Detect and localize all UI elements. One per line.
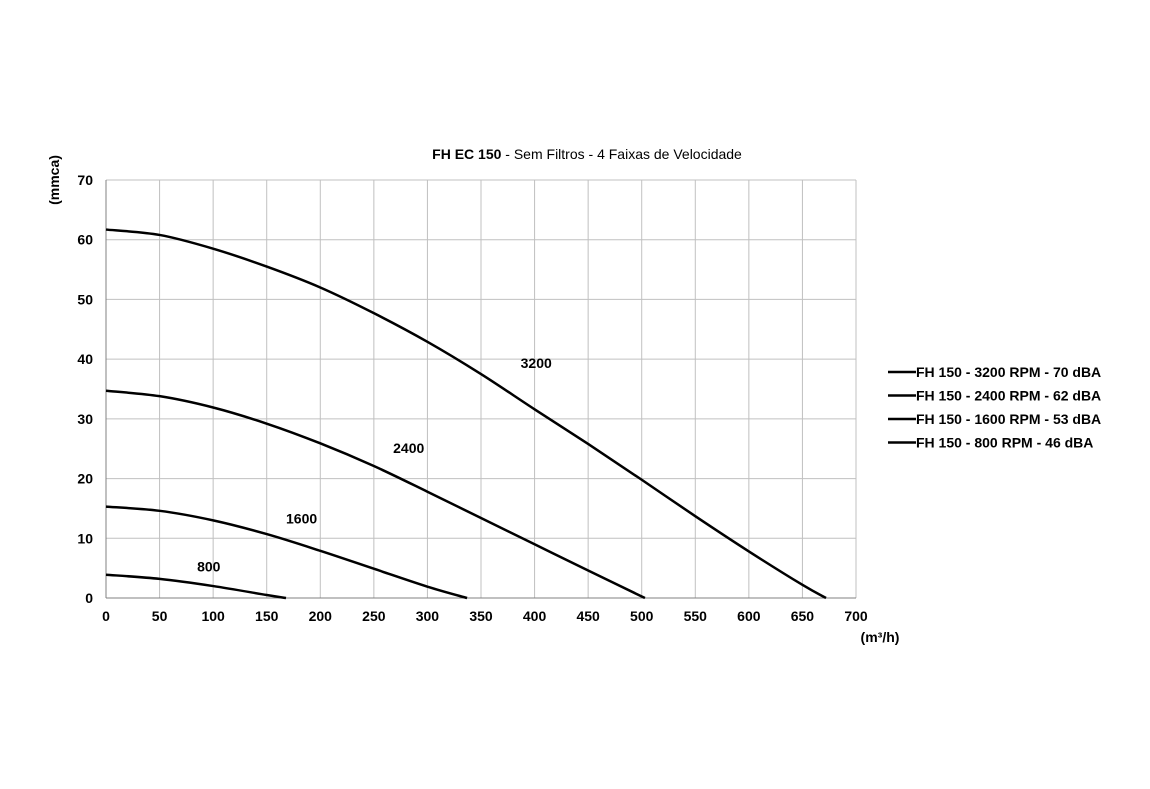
curve-label-2400: 2400 bbox=[393, 440, 424, 456]
x-axis-label: (m³/h) bbox=[861, 629, 900, 645]
x-tick-label: 150 bbox=[255, 608, 279, 624]
y-axis-label: (mmca) bbox=[46, 155, 62, 205]
chart-title-rest: - Sem Filtros - 4 Faixas de Velocidade bbox=[501, 146, 742, 162]
curve-labels: 3200 2400 1600 800 bbox=[197, 355, 552, 575]
x-tick-label: 0 bbox=[102, 608, 110, 624]
series-lines bbox=[105, 228, 827, 600]
tick-labels: 0 50 100 150 200 250 300 350 400 450 500 550 600 650 7… bbox=[77, 172, 867, 624]
legend-entry: FH 150 - 2400 RPM - 62 dBA bbox=[916, 388, 1101, 404]
series-line-1600 bbox=[105, 505, 468, 600]
y-tick-label: 10 bbox=[77, 530, 93, 546]
curve-label-1600: 1600 bbox=[286, 510, 317, 526]
grid bbox=[105, 179, 857, 599]
curve-label-3200: 3200 bbox=[521, 355, 552, 371]
x-tick-label: 650 bbox=[791, 608, 815, 624]
legend-entry: FH 150 - 3200 RPM - 70 dBA bbox=[916, 364, 1101, 380]
x-tick-label: 600 bbox=[737, 608, 761, 624]
y-tick-label: 0 bbox=[85, 590, 93, 606]
x-tick-label: 300 bbox=[416, 608, 440, 624]
y-tick-label: 30 bbox=[77, 411, 93, 427]
series-line-800 bbox=[105, 573, 287, 600]
series-line-3200 bbox=[105, 228, 827, 600]
x-tick-label: 550 bbox=[684, 608, 708, 624]
y-tick-label: 40 bbox=[77, 351, 93, 367]
chart-title-bold: FH EC 150 bbox=[432, 146, 501, 162]
chart-title: FH EC 150 - Sem Filtros - 4 Faixas de Ve… bbox=[432, 146, 742, 162]
x-tick-label: 350 bbox=[469, 608, 493, 624]
legend-entry: FH 150 - 800 RPM - 46 dBA bbox=[916, 435, 1093, 451]
x-tick-label: 200 bbox=[309, 608, 333, 624]
x-tick-label: 100 bbox=[201, 608, 225, 624]
x-tick-label: 700 bbox=[844, 608, 868, 624]
y-tick-label: 70 bbox=[77, 172, 93, 188]
x-tick-label: 500 bbox=[630, 608, 654, 624]
y-tick-label: 50 bbox=[77, 291, 93, 307]
x-tick-label: 50 bbox=[152, 608, 168, 624]
y-tick-label: 20 bbox=[77, 471, 93, 487]
x-tick-label: 400 bbox=[523, 608, 547, 624]
y-tick-label: 60 bbox=[77, 232, 93, 248]
x-tick-label: 250 bbox=[362, 608, 386, 624]
legend: FH 150 - 3200 RPM - 70 dBA FH 150 - 2400 … bbox=[888, 364, 1101, 451]
x-tick-label: 450 bbox=[576, 608, 600, 624]
curve-label-800: 800 bbox=[197, 559, 221, 575]
series-line-2400 bbox=[105, 389, 646, 600]
legend-entry: FH 150 - 1600 RPM - 53 dBA bbox=[916, 411, 1101, 427]
